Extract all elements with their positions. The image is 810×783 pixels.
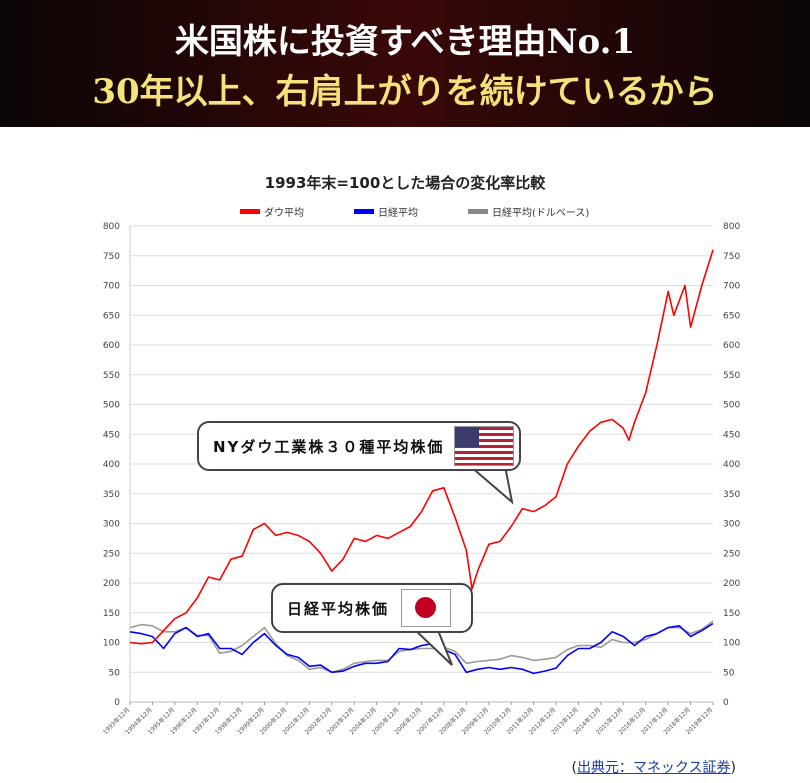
y-tick-label-right: 400 [723, 460, 740, 470]
y-tick-label-left: 550 [103, 371, 120, 381]
source-link[interactable]: 出典元：マネックス証券 [576, 760, 731, 776]
chart-title: 1993年末=100とした場合の変化率比較 [264, 174, 546, 192]
banner-headline: 米国株に投資すべき理由No.1 [174, 22, 636, 62]
y-tick-label-left: 750 [103, 252, 120, 262]
y-tick-label-left: 350 [103, 490, 120, 500]
y-tick-label-left: 400 [103, 460, 120, 470]
y-tick-label-right: 150 [723, 609, 740, 619]
y-tick-label-right: 350 [723, 490, 740, 500]
legend-swatch [468, 209, 488, 214]
banner: 米国株に投資すべき理由No.1 30年以上、右肩上がりを続けているから [0, 0, 810, 127]
y-tick-label-left: 700 [103, 282, 120, 292]
y-tick-label-left: 500 [103, 401, 120, 411]
legend-label: 日経平均(ドルベース) [492, 208, 590, 219]
us-flag-icon [454, 426, 515, 466]
y-tick-label-right: 600 [723, 341, 740, 351]
y-tick-label-right: 700 [723, 282, 740, 292]
nikkei-callout-label: 日経平均株価 [287, 599, 390, 618]
dow-callout: NYダウ工業株３０種平均株価 [197, 421, 521, 471]
y-tick-label-right: 800 [723, 222, 740, 232]
legend-label: 日経平均 [378, 208, 418, 219]
y-tick-label-left: 450 [103, 430, 120, 440]
y-tick-label-right: 550 [723, 371, 740, 381]
y-tick-label-left: 650 [103, 311, 120, 321]
legend-label: ダウ平均 [264, 208, 304, 219]
y-tick-label-right: 300 [723, 520, 740, 530]
banner-subheadline: 30年以上、右肩上がりを続けているから [92, 72, 718, 112]
y-tick-label-right: 450 [723, 430, 740, 440]
y-tick-label-left: 50 [109, 668, 121, 678]
legend-nikkei-usd: 日経平均(ドルベース) [468, 204, 589, 219]
legend-nikkei: 日経平均 [354, 204, 418, 219]
dow-callout-pointer [467, 465, 514, 505]
legend-swatch [240, 209, 260, 214]
y-tick-label-right: 100 [723, 639, 740, 649]
legend-swatch [354, 209, 374, 214]
series-line-1 [129, 622, 714, 675]
series-line-0 [129, 249, 714, 645]
nikkei-callout: 日経平均株価 [271, 583, 473, 633]
y-tick-label-right: 750 [723, 252, 740, 262]
legend-dow: ダウ平均 [240, 204, 304, 219]
y-tick-label-left: 200 [103, 579, 120, 589]
y-tick-label-right: 0 [723, 698, 729, 708]
y-tick-label-left: 150 [103, 609, 120, 619]
y-tick-label-left: 0 [114, 698, 120, 708]
y-tick-label-right: 650 [723, 311, 740, 321]
y-tick-label-right: 500 [723, 401, 740, 411]
source-credit: (出典元：マネックス証券) [571, 757, 736, 777]
paren: ) [730, 760, 736, 776]
y-tick-label-left: 800 [103, 222, 120, 232]
y-tick-label-left: 250 [103, 549, 120, 559]
dow-callout-label: NYダウ工業株３０種平均株価 [213, 437, 445, 456]
y-tick-label-right: 50 [723, 668, 735, 678]
japan-flag-icon [401, 589, 452, 627]
y-tick-label-left: 600 [103, 341, 120, 351]
series-line-2 [129, 620, 714, 674]
y-tick-label-left: 300 [103, 520, 120, 530]
y-tick-label-right: 200 [723, 579, 740, 589]
y-tick-label-left: 100 [103, 639, 120, 649]
paren: ( [571, 760, 577, 776]
y-tick-label-right: 250 [723, 549, 740, 559]
